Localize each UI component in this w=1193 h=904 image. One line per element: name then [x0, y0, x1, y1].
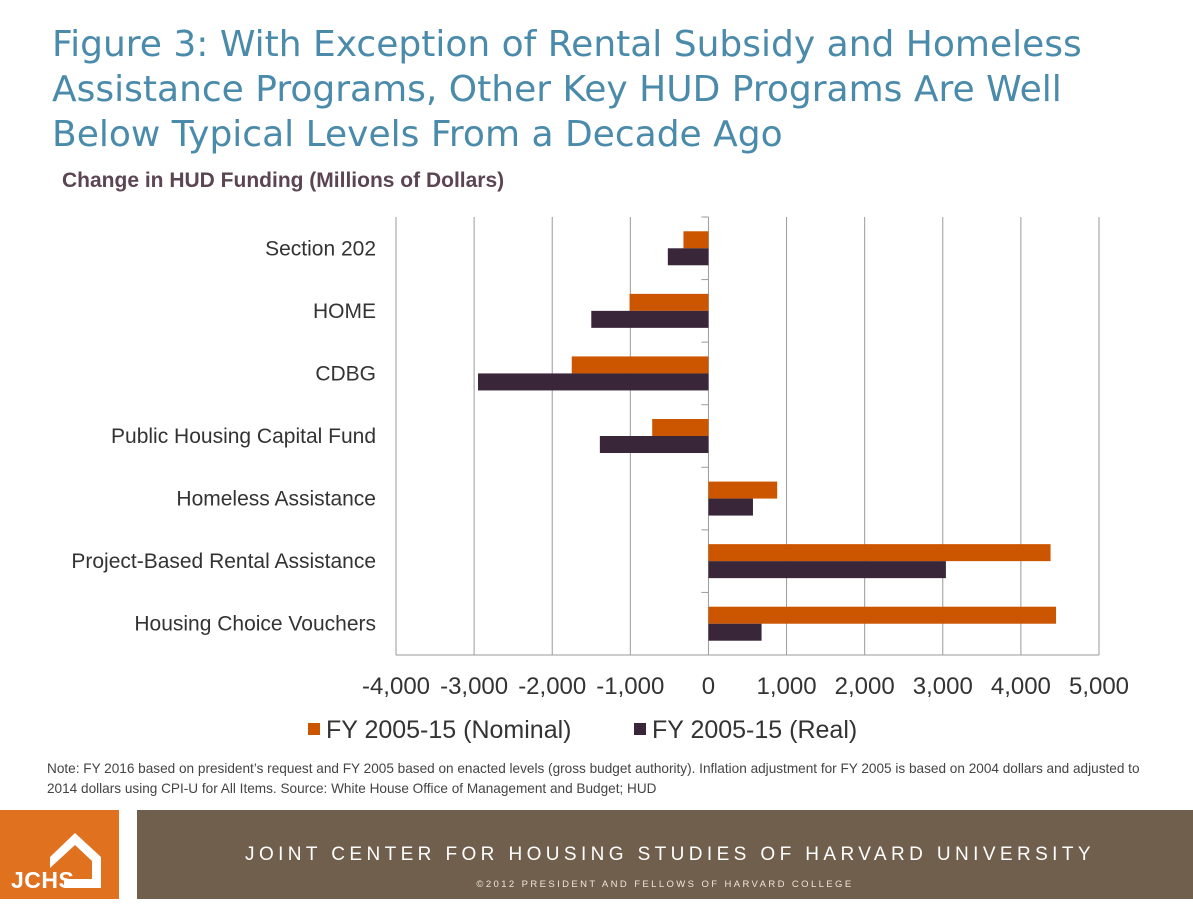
category-label: Public Housing Capital Fund: [111, 425, 376, 448]
logo-text: JCHS: [11, 867, 75, 893]
bar-nominal: [629, 293, 709, 311]
x-tick-label: -1,000: [596, 673, 664, 700]
source-note: Note: FY 2016 based on president’s reque…: [47, 761, 1140, 796]
x-tick-label: -4,000: [362, 673, 430, 700]
legend-label-real: FY 2005-15 (Real): [652, 716, 858, 744]
x-tick-label: 5,000: [1069, 673, 1129, 700]
jchs-logo: JCHS: [0, 810, 119, 899]
category-label: CDBG: [315, 362, 376, 385]
bar-nominal: [708, 481, 778, 499]
bar-real: [667, 248, 709, 266]
organization-name: JOINT CENTER FOR HOUSING STUDIES OF HARV…: [245, 844, 1095, 865]
bar-nominal: [652, 419, 709, 436]
category-label: HOME: [313, 300, 376, 323]
category-label: Project-Based Rental Assistance: [71, 550, 376, 573]
legend-swatch-nominal: [308, 723, 320, 736]
category-label: Section 202: [265, 237, 376, 260]
bar-nominal: [708, 606, 1057, 624]
bar-real: [708, 498, 753, 516]
copyright-notice: ©2012 PRESIDENT AND FELLOWS OF HARVARD C…: [476, 879, 854, 890]
x-tick-label: 1,000: [757, 673, 817, 700]
bar-real: [599, 436, 709, 453]
bar-real: [708, 623, 762, 641]
x-tick-label: 4,000: [991, 673, 1051, 700]
category-label: Homeless Assistance: [176, 488, 376, 511]
bar-nominal: [571, 356, 709, 374]
x-tick-label: -2,000: [518, 673, 586, 700]
figure-title: Figure 3: With Exception of Rental Subsi…: [52, 24, 1082, 155]
bar-nominal: [708, 544, 1051, 562]
chart-legend: FY 2005-15 (Nominal) FY 2005-15 (Real): [0, 713, 1193, 749]
legend-swatch-real: [634, 723, 646, 736]
x-tick-label: 0: [702, 673, 715, 700]
bar-real: [708, 561, 946, 579]
bar-real: [591, 310, 709, 328]
chart-subtitle: Change in HUD Funding (Millions of Dolla…: [62, 169, 505, 192]
legend-item-real: FY 2005-15 (Real): [634, 713, 857, 747]
x-tick-label: 2,000: [835, 673, 895, 700]
bar-nominal: [683, 231, 709, 249]
house-icon: [50, 833, 101, 888]
legend-label-nominal: FY 2005-15 (Nominal): [326, 716, 572, 744]
bar-real: [478, 373, 709, 391]
x-tick-label: 3,000: [913, 673, 973, 700]
legend-item-nominal: FY 2005-15 (Nominal): [308, 713, 571, 747]
x-tick-label: -3,000: [440, 673, 508, 700]
bar-chart: Section 202 HOME CDBG Public Housing Capita…: [71, 216, 1129, 700]
footer-bar: JOINT CENTER FOR HOUSING STUDIES OF HARV…: [137, 810, 1193, 899]
category-label: Housing Choice Vouchers: [134, 613, 376, 636]
